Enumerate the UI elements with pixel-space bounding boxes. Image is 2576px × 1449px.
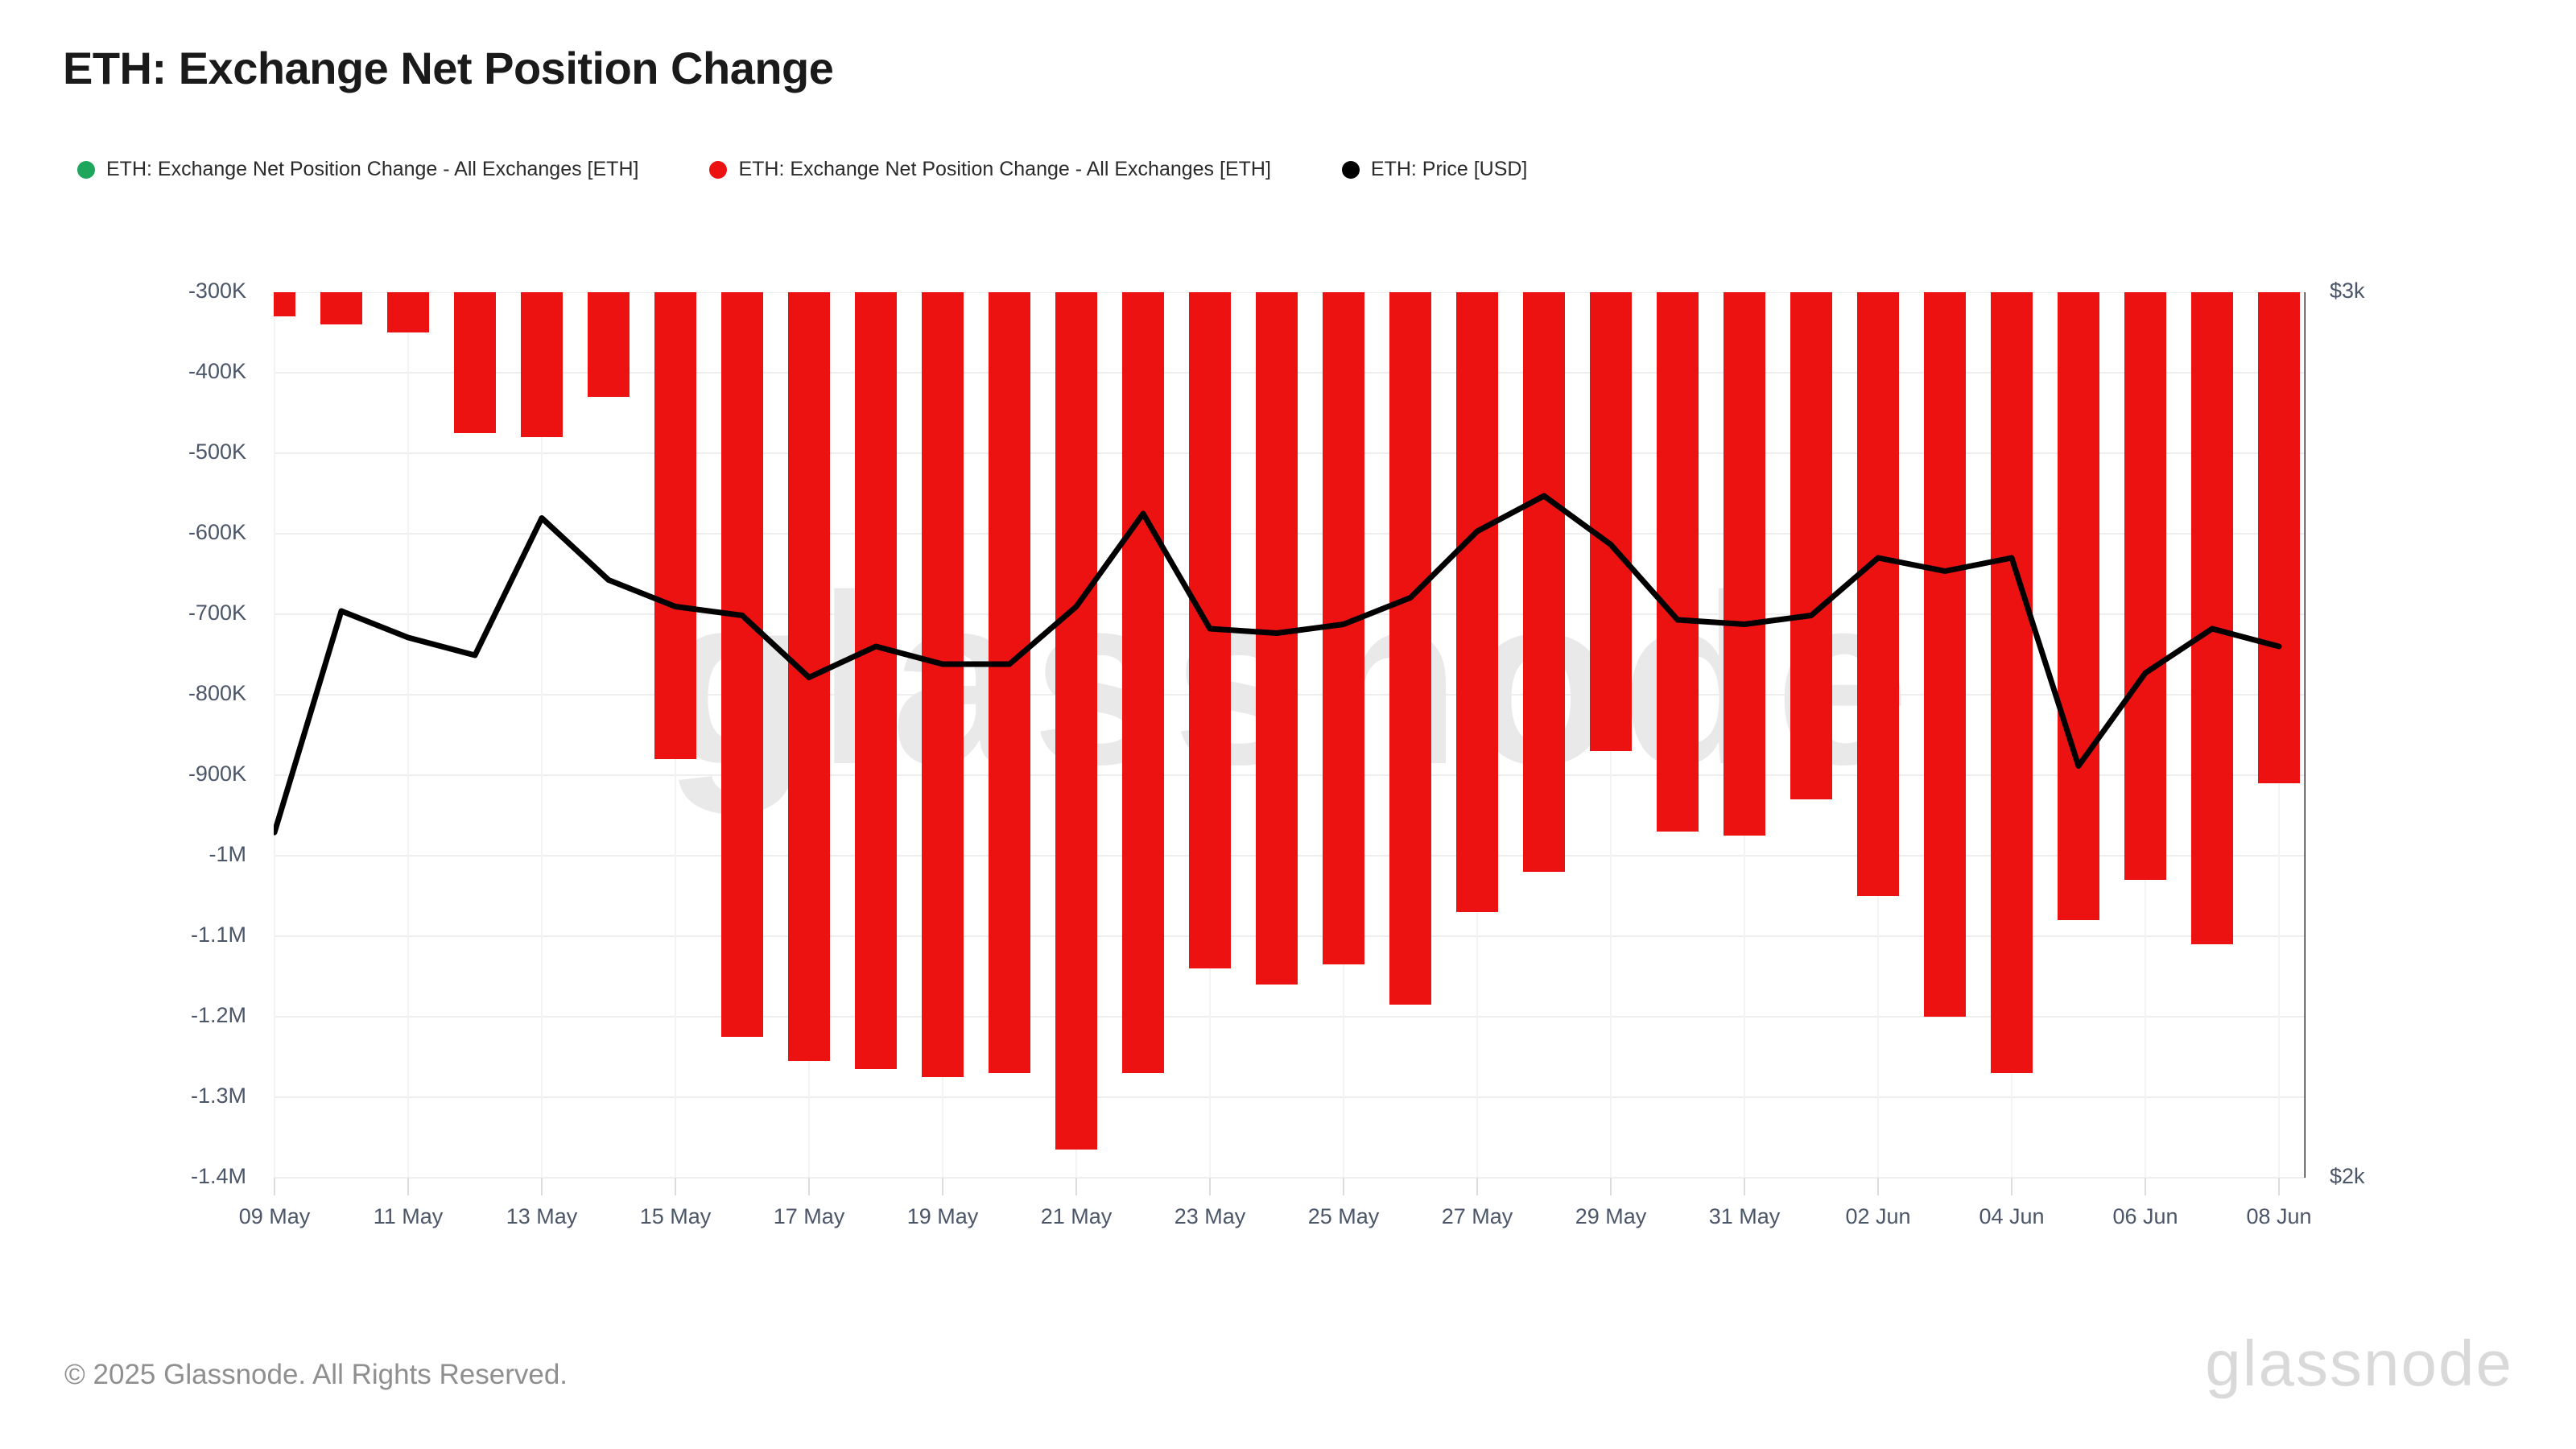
bar-24-may[interactable] — [1256, 292, 1298, 985]
copyright-text: © 2025 Glassnode. All Rights Reserved. — [64, 1359, 568, 1390]
y-tick-label: -500K — [188, 440, 246, 464]
glassnode-logo: glassnode — [2205, 1327, 2513, 1399]
bar-09-may[interactable] — [254, 292, 295, 316]
x-tick-label: 02 Jun — [1845, 1204, 1911, 1228]
bar-16-may[interactable] — [721, 292, 763, 1037]
bar-04-jun[interactable] — [1991, 292, 2033, 1073]
bar-29-may[interactable] — [1590, 292, 1632, 751]
legend-label: ETH: Exchange Net Position Change - All … — [106, 158, 639, 180]
chart-plot-area[interactable]: glassnode — [254, 291, 2307, 1202]
bar-20-may[interactable] — [989, 292, 1030, 1073]
x-tick-label: 31 May — [1708, 1204, 1781, 1228]
red-dot-icon — [709, 160, 728, 179]
page-title: ETH: Exchange Net Position Change — [63, 43, 834, 93]
x-tick-label: 15 May — [639, 1204, 712, 1228]
legend-item-net-position-red[interactable]: ETH: Exchange Net Position Change - All … — [709, 158, 1271, 181]
x-tick-label: 27 May — [1441, 1204, 1513, 1228]
y-tick-label: -800K — [188, 681, 246, 705]
x-tick-label: 17 May — [773, 1204, 845, 1228]
bar-02-jun[interactable] — [1857, 292, 1899, 896]
bar-03-jun[interactable] — [1924, 292, 1966, 1017]
x-tick-label: 25 May — [1307, 1204, 1380, 1228]
legend-item-price[interactable]: ETH: Price [USD] — [1341, 158, 1528, 181]
bar-05-jun[interactable] — [2058, 292, 2099, 920]
bar-18-may[interactable] — [855, 292, 897, 1069]
bar-19-may[interactable] — [922, 292, 964, 1077]
y-tick-label: -700K — [188, 601, 246, 625]
y-tick-label: -600K — [188, 520, 246, 544]
right-tick-label: $2k — [2330, 1164, 2365, 1188]
legend-label: ETH: Price [USD] — [1370, 158, 1528, 180]
x-tick-label: 29 May — [1575, 1204, 1647, 1228]
bar-26-may[interactable] — [1389, 292, 1431, 1005]
bar-11-may[interactable] — [387, 292, 429, 332]
legend-item-net-position-green[interactable]: ETH: Exchange Net Position Change - All … — [77, 158, 638, 181]
bar-13-may[interactable] — [521, 292, 563, 437]
bar-06-jun[interactable] — [2124, 292, 2166, 880]
bar-14-may[interactable] — [588, 292, 630, 397]
x-tick-label: 21 May — [1040, 1204, 1113, 1228]
right-tick-label: $3k — [2330, 279, 2365, 303]
green-dot-icon — [77, 160, 95, 179]
bar-30-may[interactable] — [1657, 292, 1699, 832]
legend-label: ETH: Exchange Net Position Change - All … — [738, 158, 1271, 180]
y-tick-label: -300K — [188, 279, 246, 303]
x-tick-label: 19 May — [906, 1204, 979, 1228]
y-tick-label: -1.3M — [190, 1084, 246, 1108]
black-dot-icon — [1341, 160, 1360, 179]
x-tick-label: 13 May — [506, 1204, 578, 1228]
y-tick-label: -900K — [188, 762, 246, 786]
x-tick-label: 04 Jun — [1979, 1204, 2045, 1228]
bar-10-may[interactable] — [320, 292, 362, 324]
bar-28-may[interactable] — [1523, 292, 1565, 872]
bar-12-may[interactable] — [454, 292, 496, 433]
x-tick-label: 08 Jun — [2246, 1204, 2312, 1228]
x-tick-label: 23 May — [1174, 1204, 1246, 1228]
x-tick-label: 06 Jun — [2112, 1204, 2178, 1228]
y-tick-label: -1M — [208, 842, 247, 866]
bar-07-jun[interactable] — [2191, 292, 2233, 944]
y-tick-label: -1.4M — [190, 1164, 246, 1188]
y-tick-label: -1.2M — [190, 1003, 246, 1027]
price-line[interactable] — [271, 493, 2282, 836]
bar-01-jun[interactable] — [1790, 292, 1832, 799]
bar-27-may[interactable] — [1456, 292, 1498, 912]
bar-21-may[interactable] — [1055, 292, 1097, 1150]
y-tick-label: -400K — [188, 359, 246, 383]
legend: ETH: Exchange Net Position Change - All … — [77, 158, 1527, 181]
x-tick-label: 09 May — [238, 1204, 311, 1228]
bar-08-jun[interactable] — [2258, 292, 2300, 783]
bar-15-may[interactable] — [654, 292, 696, 759]
bar-22-may[interactable] — [1122, 292, 1164, 1073]
bar-31-may[interactable] — [1724, 292, 1765, 836]
x-tick-label: 11 May — [373, 1204, 444, 1228]
chart-canvas[interactable]: glassnode — [254, 291, 2307, 1202]
y-tick-label: -1.1M — [190, 923, 246, 947]
